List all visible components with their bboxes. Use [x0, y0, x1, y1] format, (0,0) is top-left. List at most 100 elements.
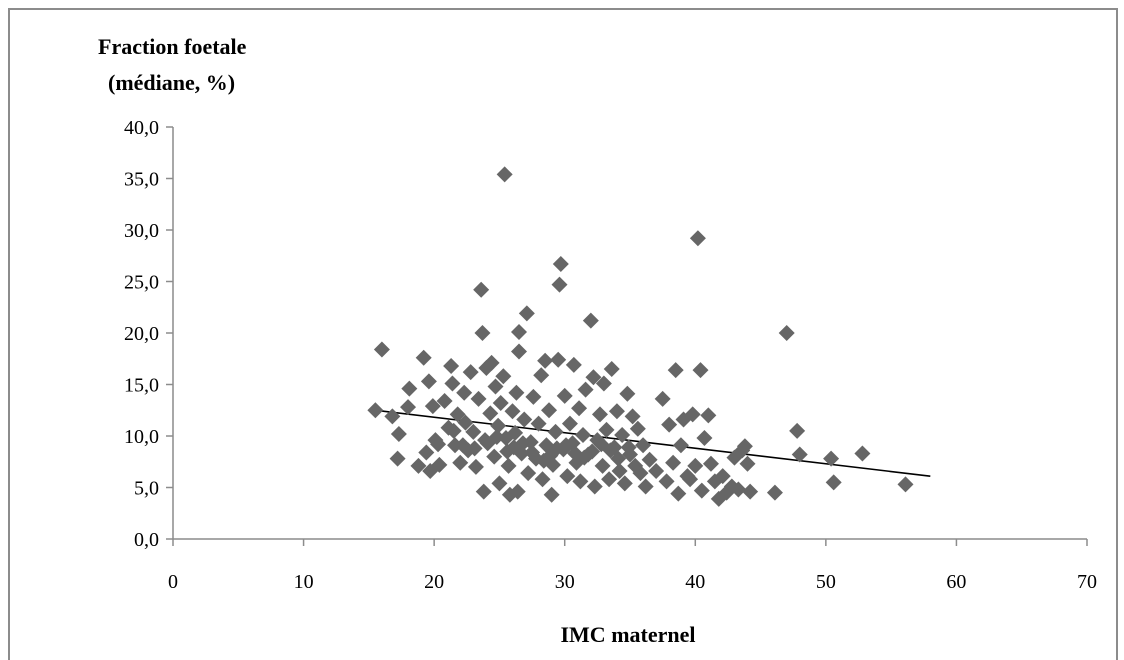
- data-point-marker: [603, 361, 620, 378]
- data-point-marker: [611, 463, 628, 480]
- data-point-marker: [456, 384, 473, 401]
- data-point-marker: [495, 368, 512, 385]
- data-point-marker: [730, 481, 747, 498]
- data-point-marker: [670, 485, 687, 502]
- data-point-marker: [684, 406, 701, 423]
- data-point-marker: [571, 400, 588, 417]
- data-point-marker: [534, 471, 551, 488]
- axes: 0,0 5,0 10,0 15,0 20,0 25,0 30,0 35,0 40,0 0 10 20 3…: [124, 117, 1097, 593]
- data-point-marker: [791, 446, 808, 463]
- data-point-marker: [475, 483, 492, 500]
- data-point-marker: [508, 384, 525, 401]
- data-point-marker: [507, 424, 524, 441]
- data-point-marker: [637, 478, 654, 495]
- data-point-marker: [614, 426, 631, 443]
- data-point-marker: [823, 450, 840, 467]
- data-point-marker: [511, 323, 528, 340]
- data-point-marker: [511, 343, 528, 360]
- data-point-marker: [602, 442, 619, 459]
- data-point-marker: [608, 403, 625, 420]
- data-point-marker: [692, 362, 709, 379]
- data-point-marker: [466, 440, 483, 457]
- data-point-marker: [491, 475, 508, 492]
- data-point-marker: [384, 408, 401, 425]
- data-point-marker: [654, 390, 671, 407]
- y-tick-label: 10,0: [124, 426, 159, 448]
- data-point-marker: [601, 471, 618, 488]
- data-point-marker: [689, 230, 706, 247]
- data-point-marker: [431, 456, 448, 473]
- data-point-marker: [418, 444, 435, 461]
- data-point-marker: [492, 395, 509, 412]
- data-point-marker: [897, 476, 914, 493]
- data-point-marker: [436, 392, 453, 409]
- data-point-marker: [530, 415, 547, 432]
- x-tick-label: 10: [294, 571, 314, 593]
- x-tick-label: 70: [1077, 571, 1097, 593]
- data-point-marker: [585, 369, 602, 386]
- data-point-marker: [465, 423, 482, 440]
- data-point-marker: [449, 406, 466, 423]
- data-point-marker: [594, 457, 611, 474]
- data-point-marker: [610, 450, 627, 467]
- data-point-marker: [778, 325, 795, 341]
- data-point-marker: [574, 426, 591, 443]
- y-tick-label: 30,0: [124, 220, 159, 242]
- data-point-marker: [499, 443, 516, 460]
- data-point-marker: [702, 455, 719, 472]
- x-tick-label: 50: [816, 571, 836, 593]
- data-point-marker: [445, 422, 462, 439]
- data-point-marker: [696, 430, 713, 447]
- data-point-marker: [483, 354, 500, 371]
- data-point-marker: [473, 281, 490, 298]
- data-point-marker: [586, 478, 603, 495]
- data-point-marker: [509, 483, 526, 500]
- data-point-marker: [430, 436, 447, 453]
- data-point-marker: [488, 429, 505, 446]
- data-point-marker: [565, 356, 582, 373]
- data-point-marker: [524, 444, 541, 461]
- data-point-marker: [672, 437, 689, 454]
- data-point-marker: [577, 381, 594, 398]
- data-point-marker: [490, 417, 507, 434]
- data-point-marker: [457, 414, 474, 431]
- data-point-marker: [550, 351, 567, 368]
- data-point-marker: [514, 435, 531, 452]
- data-point-marker: [474, 325, 491, 341]
- y-tick-label: 40,0: [124, 117, 159, 139]
- data-point-marker: [424, 398, 441, 415]
- data-point-marker: [616, 475, 633, 492]
- data-point-marker: [584, 443, 601, 460]
- data-point-marker: [789, 422, 806, 439]
- data-point-marker: [541, 402, 558, 419]
- data-point-marker: [559, 468, 576, 485]
- data-point-marker: [496, 166, 513, 183]
- data-point-marker: [667, 362, 684, 379]
- x-tick-label: 40: [685, 571, 705, 593]
- data-point-marker: [443, 357, 460, 374]
- data-point-marker: [500, 457, 517, 474]
- data-point-marker: [487, 378, 504, 395]
- data-point-marker: [561, 415, 578, 432]
- data-point-marker: [452, 454, 469, 471]
- y-tick-label: 0,0: [134, 529, 159, 551]
- data-point-marker: [518, 305, 535, 322]
- data-point-marker: [454, 437, 471, 454]
- data-point-marker: [389, 450, 406, 467]
- data-point-marker: [516, 411, 533, 428]
- data-point-marker: [629, 420, 646, 437]
- data-point-marker: [742, 483, 759, 500]
- data-point-marker: [595, 375, 612, 392]
- data-point-marker: [367, 402, 384, 419]
- chart-frame: [8, 8, 1118, 660]
- x-axis-title: IMC maternel: [560, 622, 695, 647]
- data-point-marker: [551, 276, 568, 293]
- data-point-marker: [700, 407, 717, 424]
- data-point-marker: [415, 349, 432, 366]
- data-point-marker: [400, 399, 417, 416]
- data-point-marker: [520, 465, 537, 482]
- data-point-marker: [486, 448, 503, 465]
- y-tick-label: 15,0: [124, 375, 159, 397]
- x-tick-label: 60: [946, 571, 966, 593]
